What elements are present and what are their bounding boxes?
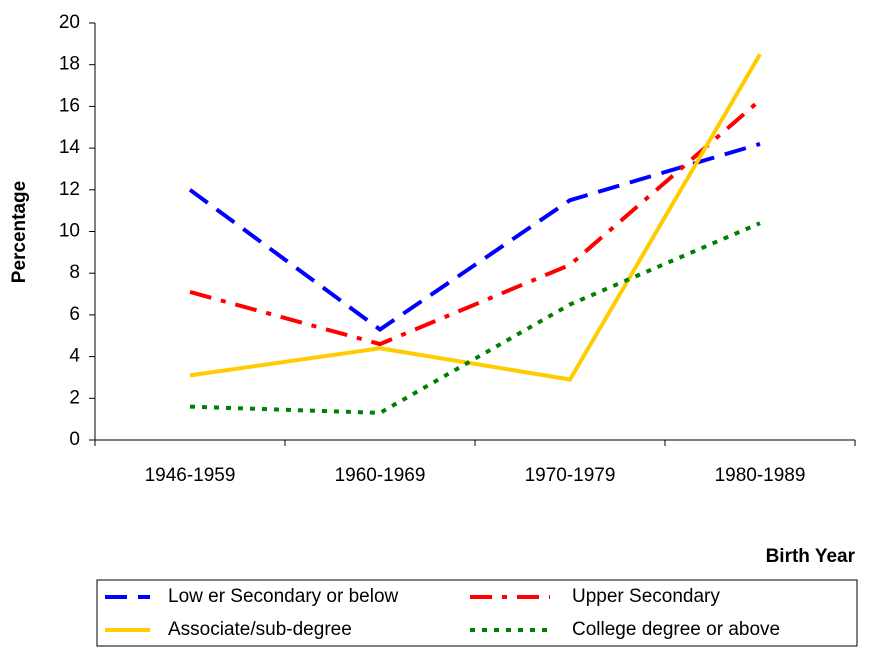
y-tick-label: 10	[59, 221, 80, 242]
x-tick-label: 1960-1969	[335, 465, 426, 486]
y-tick-label: 8	[69, 262, 80, 283]
y-tick-label: 14	[59, 137, 81, 158]
legend-label: College degree or above	[572, 619, 780, 640]
y-tick-label: 12	[59, 179, 80, 200]
x-tick-label: 1970-1979	[525, 465, 616, 486]
y-tick-label: 0	[69, 429, 80, 450]
x-tick-label: 1980-1989	[715, 465, 806, 486]
y-tick-label: 18	[59, 54, 80, 75]
y-axis-label: Percentage	[9, 181, 30, 283]
y-tick-label: 20	[59, 12, 80, 33]
legend-label: Associate/sub-degree	[168, 619, 352, 640]
y-tick-label: 6	[69, 304, 80, 325]
legend-label: Low er Secondary or below	[168, 586, 399, 607]
legend-box	[96, 579, 858, 647]
x-axis-label: Birth Year	[766, 546, 856, 567]
y-tick-label: 16	[59, 95, 80, 116]
series-line	[188, 142, 761, 332]
series-line	[189, 98, 762, 347]
y-tick-label: 2	[69, 387, 80, 408]
x-tick-label: 1946-1959	[145, 465, 236, 486]
series-line	[189, 53, 762, 382]
y-tick-label: 4	[69, 346, 80, 367]
legend-label: Upper Secondary	[572, 586, 720, 607]
